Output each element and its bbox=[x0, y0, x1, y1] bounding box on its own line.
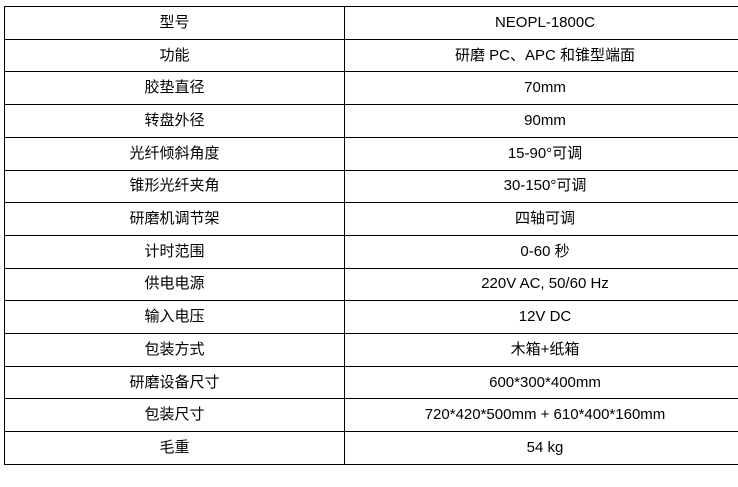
spec-label-cell: 计时范围 bbox=[5, 235, 345, 268]
spec-value-cell: 0-60 秒 bbox=[345, 235, 738, 268]
spec-value-cell: 70mm bbox=[345, 72, 738, 105]
spec-value-cell: 15-90°可调 bbox=[345, 137, 738, 170]
table-row: 包装方式木箱+纸箱 bbox=[5, 334, 738, 367]
spec-label-cell: 输入电压 bbox=[5, 301, 345, 334]
spec-value-cell: 研磨 PC、APC 和锥型端面 bbox=[345, 39, 738, 72]
spec-label-cell: 功能 bbox=[5, 39, 345, 72]
table-row: 研磨机调节架四轴可调 bbox=[5, 203, 738, 236]
spec-value-cell: 12V DC bbox=[345, 301, 738, 334]
spec-label-cell: 胶垫直径 bbox=[5, 72, 345, 105]
spec-value-cell: NEOPL-1800C bbox=[345, 7, 738, 40]
spec-value-cell: 30-150°可调 bbox=[345, 170, 738, 203]
spec-label-cell: 研磨机调节架 bbox=[5, 203, 345, 236]
spec-value-cell: 54 kg bbox=[345, 432, 738, 465]
spec-value-cell: 720*420*500mm + 610*400*160mm bbox=[345, 399, 738, 432]
spec-label-cell: 毛重 bbox=[5, 432, 345, 465]
spec-value-cell: 600*300*400mm bbox=[345, 366, 738, 399]
spec-label-cell: 供电电源 bbox=[5, 268, 345, 301]
table-row: 功能研磨 PC、APC 和锥型端面 bbox=[5, 39, 738, 72]
spec-label-cell: 转盘外径 bbox=[5, 105, 345, 138]
spec-value-cell: 90mm bbox=[345, 105, 738, 138]
spec-value-cell: 四轴可调 bbox=[345, 203, 738, 236]
spec-label-cell: 包装方式 bbox=[5, 334, 345, 367]
spec-label-cell: 研磨设备尺寸 bbox=[5, 366, 345, 399]
spec-value-cell: 220V AC, 50/60 Hz bbox=[345, 268, 738, 301]
spec-label-cell: 光纤倾斜角度 bbox=[5, 137, 345, 170]
spec-label-cell: 包装尺寸 bbox=[5, 399, 345, 432]
spec-value-cell: 木箱+纸箱 bbox=[345, 334, 738, 367]
spec-label-cell: 型号 bbox=[5, 7, 345, 40]
spec-label-cell: 锥形光纤夹角 bbox=[5, 170, 345, 203]
